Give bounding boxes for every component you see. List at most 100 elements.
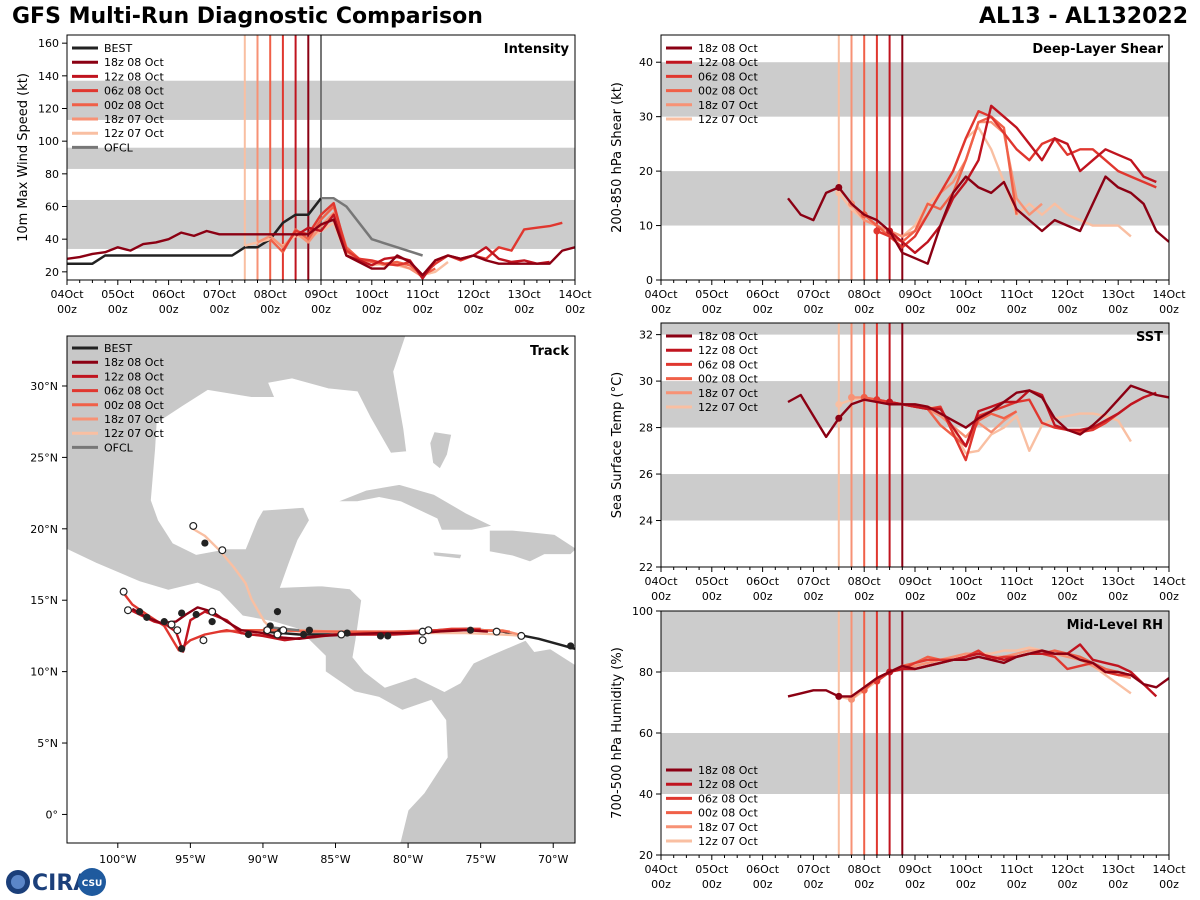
x-tick-sublabel: 00z — [804, 303, 824, 316]
x-tick-label: 06Oct — [746, 288, 780, 301]
x-tick-sublabel: 00z — [260, 303, 280, 316]
x-tick-sublabel: 00z — [905, 590, 925, 603]
y-tick-label: 15°N — [30, 594, 58, 607]
x-tick-sublabel: 00z — [108, 303, 128, 316]
y-tick-label: 60 — [45, 201, 59, 214]
x-tick-label: 07Oct — [797, 288, 831, 301]
y-tick-label: 40 — [45, 233, 59, 246]
x-tick-sublabel: 00z — [1007, 878, 1027, 891]
legend-label: 00z 08 Oct — [698, 85, 758, 98]
y-tick-label: 5°N — [37, 737, 58, 750]
legend-label: OFCL — [104, 141, 134, 154]
x-tick-sublabel: 00z — [956, 590, 976, 603]
track-point — [567, 642, 575, 650]
track-point — [192, 610, 200, 619]
x-tick-label: 07Oct — [203, 288, 237, 301]
series-start-marker — [873, 227, 881, 235]
x-tick-sublabel: 00z — [464, 303, 484, 316]
x-tick-label: 14Oct — [558, 288, 592, 301]
x-tick-label: 08Oct — [254, 288, 288, 301]
x-tick-label: 14Oct — [1152, 575, 1186, 588]
plot-area — [661, 323, 1169, 567]
shaded-band — [661, 733, 1169, 794]
legend-label: 18z 08 Oct — [104, 56, 164, 69]
series-line — [67, 197, 322, 265]
track-point — [178, 609, 186, 617]
x-tick-label: 04Oct — [50, 288, 84, 301]
x-tick-sublabel: 00z — [753, 303, 773, 316]
x-tick-label: 13Oct — [1102, 863, 1136, 876]
panel-title: Intensity — [504, 42, 570, 57]
x-tick-sublabel: 00z — [1108, 303, 1128, 316]
y-tick-label: 24 — [639, 515, 653, 528]
x-tick-sublabel: 00z — [1058, 303, 1078, 316]
legend-label: 18z 08 Oct — [698, 42, 758, 55]
y-tick-label: 0° — [46, 808, 59, 821]
legend-label: 12z 08 Oct — [104, 370, 164, 383]
track-point-open — [273, 630, 282, 639]
track-point-open — [199, 636, 208, 645]
panel-title: Deep-Layer Shear — [1032, 42, 1163, 57]
legend-label: 12z 08 Oct — [698, 344, 758, 357]
panel-track: 100°W 95°W 90°W 85°W 80°W 75°W 70°W 0° 5°N 10°N 15… — [30, 335, 576, 866]
land-north-america — [67, 336, 575, 843]
x-tick-sublabel: 00z — [413, 303, 433, 316]
x-tick-label: 09Oct — [898, 863, 932, 876]
legend-label: 12z 08 Oct — [698, 56, 758, 69]
series-start-marker — [835, 414, 843, 422]
x-tick-sublabel: 00z — [362, 303, 382, 316]
series-start-marker — [835, 692, 843, 700]
x-tick-sublabel: 00z — [514, 303, 534, 316]
shaded-band — [661, 474, 1169, 521]
legend-label: 00z 08 Oct — [104, 99, 164, 112]
y-tick-label: 20 — [45, 266, 59, 279]
x-tick-sublabel: 00z — [804, 878, 824, 891]
series-line — [787, 175, 1169, 265]
track-point — [305, 626, 313, 634]
csu-badge-text: CSU — [82, 879, 103, 889]
x-tick-label: 13Oct — [508, 288, 542, 301]
x-tick-label: 05Oct — [695, 863, 729, 876]
y-tick-label: 20 — [639, 849, 653, 862]
legend-label: 18z 07 Oct — [104, 413, 164, 426]
x-tick-sublabel: 00z — [651, 303, 671, 316]
track-point — [273, 608, 282, 616]
track-point — [160, 618, 168, 626]
y-tick-label: 0 — [646, 274, 653, 287]
panel-title: Mid-Level RH — [1067, 618, 1163, 633]
y-tick-label: 100 — [38, 135, 59, 148]
plot-area — [661, 35, 1169, 280]
x-tick-sublabel: 00z — [753, 878, 773, 891]
track-point-open — [208, 607, 217, 616]
legend-label: OFCL — [104, 441, 134, 454]
y-tick-label: 160 — [38, 37, 59, 50]
y-tick-label: 26 — [639, 468, 653, 481]
legend-label: 12z 07 Oct — [698, 835, 758, 848]
track-point-open — [279, 626, 288, 635]
track-point — [466, 626, 475, 634]
track-line — [131, 606, 488, 640]
series-start-marker — [848, 393, 855, 401]
x-tick-sublabel: 00z — [311, 303, 331, 316]
legend-label: 06z 08 Oct — [104, 385, 164, 398]
y-tick-label: 30 — [639, 375, 653, 388]
panel-sst: 04Oct 00z 05Oct 00z 06Oct 00z 07Oct 00z 08Oct 00z… — [610, 322, 1186, 603]
x-tick-label: 07Oct — [797, 863, 831, 876]
y-axis-label: 200-850 hPa Shear (kt) — [610, 82, 625, 233]
shaded-band — [661, 62, 1169, 117]
y-tick-label: 32 — [639, 329, 653, 342]
x-tick-label: 11Oct — [1000, 575, 1034, 588]
y-tick-label: 60 — [639, 727, 653, 740]
panel-rh: 04Oct 00z 05Oct 00z 06Oct 00z 07Oct 00z 08Oct 00z… — [610, 605, 1186, 891]
legend-label: 12z 08 Oct — [104, 70, 164, 83]
track-point — [143, 613, 151, 621]
track-point — [384, 632, 392, 640]
track-point-open — [167, 620, 176, 629]
series-line — [321, 197, 423, 257]
legend-label: 00z 08 Oct — [104, 399, 164, 412]
legend-label: 06z 08 Oct — [698, 358, 758, 371]
track-point — [299, 630, 308, 639]
panel-intensity: 04Oct 00z 05Oct 00z 06Oct 00z 07Oct 00z 08Oct 00z… — [16, 34, 592, 316]
track-point — [244, 630, 253, 639]
